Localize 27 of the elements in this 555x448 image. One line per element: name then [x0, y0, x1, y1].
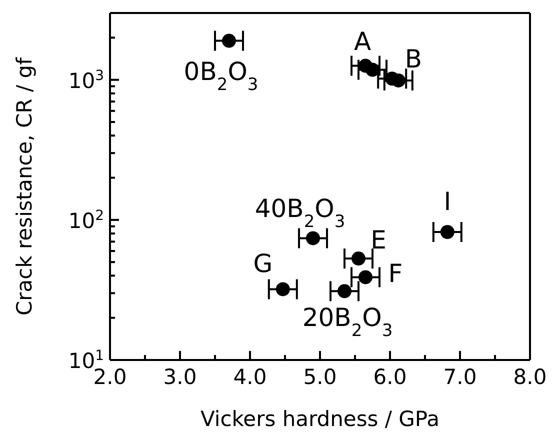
- annotation: I: [444, 186, 452, 216]
- point: [276, 282, 290, 296]
- x-tick-label: 8.0: [513, 365, 547, 389]
- annotation: F: [388, 259, 403, 288]
- y-tick-label: 10$^{3}$: [68, 68, 104, 93]
- point: [222, 34, 236, 48]
- x-tick-label: 3.0: [163, 365, 197, 389]
- point: [338, 284, 352, 298]
- annotation: 20B$_{2}$O$_{3}$: [302, 303, 393, 342]
- annotation: B: [404, 44, 422, 74]
- annotation: A: [354, 26, 372, 56]
- annotation: G: [253, 249, 273, 278]
- point: [306, 231, 320, 246]
- y-tick-label: 10$^{2}$: [68, 208, 104, 233]
- x-tick-label: 5.0: [303, 365, 337, 389]
- annotation: 0B$_{2}$O$_{3}$: [184, 56, 258, 95]
- x-tick-label: 6.0: [373, 365, 407, 389]
- annotation: E: [370, 226, 386, 255]
- point: [358, 270, 372, 284]
- x-axis-title: Vickers hardness / GPa: [200, 407, 440, 431]
- annotation: 40B$_{2}$O$_{3}$: [254, 194, 346, 232]
- point: [366, 62, 380, 77]
- y-axis-title: Crack resistance, CR / gf: [12, 56, 36, 316]
- point: [440, 224, 454, 239]
- point: [352, 252, 366, 266]
- x-tick-label: 4.0: [233, 365, 267, 389]
- x-tick-label: 7.0: [443, 365, 477, 389]
